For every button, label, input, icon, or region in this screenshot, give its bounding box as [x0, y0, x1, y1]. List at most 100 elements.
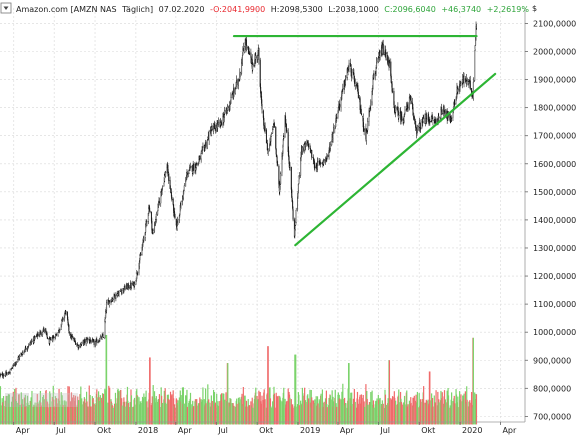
volume-bar — [137, 396, 139, 425]
candle — [236, 78, 238, 89]
candle — [297, 191, 299, 199]
volume-bar — [367, 405, 369, 425]
candle — [404, 106, 406, 115]
volume-bar — [102, 393, 105, 425]
candle — [214, 124, 216, 134]
volume-bar — [158, 394, 161, 425]
volume-bar — [472, 337, 474, 425]
candle — [168, 171, 170, 184]
header-close: C:2096,6040 — [384, 5, 436, 14]
candle — [183, 183, 185, 191]
volume-bar — [56, 403, 58, 425]
candle — [336, 113, 338, 123]
volume-bar — [345, 403, 347, 425]
candle — [425, 112, 427, 120]
volume-bar — [388, 360, 391, 425]
volume-bar — [93, 403, 95, 425]
volume-bar — [81, 398, 83, 425]
candle — [292, 199, 294, 211]
candle — [89, 339, 91, 345]
candle — [15, 361, 17, 365]
candle — [163, 182, 165, 187]
candle — [193, 163, 195, 171]
volume-bar — [161, 402, 164, 425]
volume-bar — [289, 397, 291, 425]
candle — [348, 59, 350, 73]
candle — [298, 172, 300, 180]
candle — [357, 88, 359, 99]
candle — [264, 122, 266, 134]
candle — [12, 363, 14, 367]
x-tick-label: 2019 — [300, 426, 320, 435]
candle — [418, 123, 420, 132]
candle — [413, 115, 415, 125]
volume-bar — [469, 402, 471, 425]
volume-bar — [373, 407, 375, 425]
candle — [182, 190, 184, 201]
y-tick-label: 1500,0000 — [533, 188, 576, 197]
volume-bar — [90, 406, 92, 425]
volume-bar — [298, 405, 300, 425]
candle — [300, 157, 302, 178]
candle — [117, 293, 119, 298]
candle — [179, 212, 181, 218]
x-tick-label: Jul — [379, 426, 390, 435]
candle — [143, 236, 145, 243]
volume-bar — [31, 390, 33, 425]
candle — [282, 144, 284, 157]
volume-bar — [447, 395, 450, 425]
volume-bar — [152, 385, 154, 425]
candle — [39, 329, 41, 338]
candle — [99, 334, 101, 339]
volume-bar — [311, 397, 313, 425]
candle — [124, 285, 126, 291]
volume-bar — [270, 407, 272, 425]
x-tick-label: Okt — [259, 426, 273, 435]
candle — [78, 344, 80, 350]
candle — [115, 292, 117, 302]
volume-bar — [193, 406, 195, 425]
candle — [130, 282, 132, 290]
chart-header: Amazon.com [AMZN NAS Täglich] 07.02.2020… — [16, 5, 529, 14]
candle — [0, 372, 2, 376]
candle — [317, 157, 319, 167]
candle — [371, 87, 373, 106]
candle — [457, 86, 459, 95]
candle — [217, 117, 219, 127]
candle — [94, 340, 96, 348]
candle — [426, 117, 428, 125]
candle — [165, 171, 167, 178]
x-tick-label: Apr — [340, 426, 355, 435]
volume-bar — [105, 334, 108, 425]
volume-bar — [180, 395, 182, 425]
candle — [140, 252, 142, 256]
volume-bar — [9, 406, 11, 425]
candle — [259, 57, 261, 89]
volume-bar — [454, 403, 456, 425]
trendline-support[interactable] — [294, 72, 497, 247]
candle — [227, 105, 229, 111]
candle — [208, 129, 210, 146]
header-low: L:2038,1000 — [328, 5, 378, 14]
chart-menu-icon[interactable] — [0, 2, 12, 14]
candle — [364, 128, 366, 132]
candle — [474, 45, 476, 52]
volume-bar — [376, 398, 378, 425]
volume-bar — [50, 406, 52, 425]
volume-bar — [65, 401, 67, 425]
candle — [9, 368, 11, 375]
candle — [93, 339, 95, 348]
candle — [373, 70, 375, 80]
volume-bar — [363, 406, 366, 425]
volume-bar — [12, 391, 14, 425]
volume-bar — [404, 404, 406, 425]
candle — [90, 339, 92, 345]
candle — [96, 340, 98, 343]
candle — [367, 117, 369, 135]
volume-bar — [227, 363, 229, 425]
candle — [466, 78, 468, 86]
candle — [3, 373, 5, 377]
volume-bar — [208, 402, 210, 425]
volume-bar — [118, 391, 120, 425]
